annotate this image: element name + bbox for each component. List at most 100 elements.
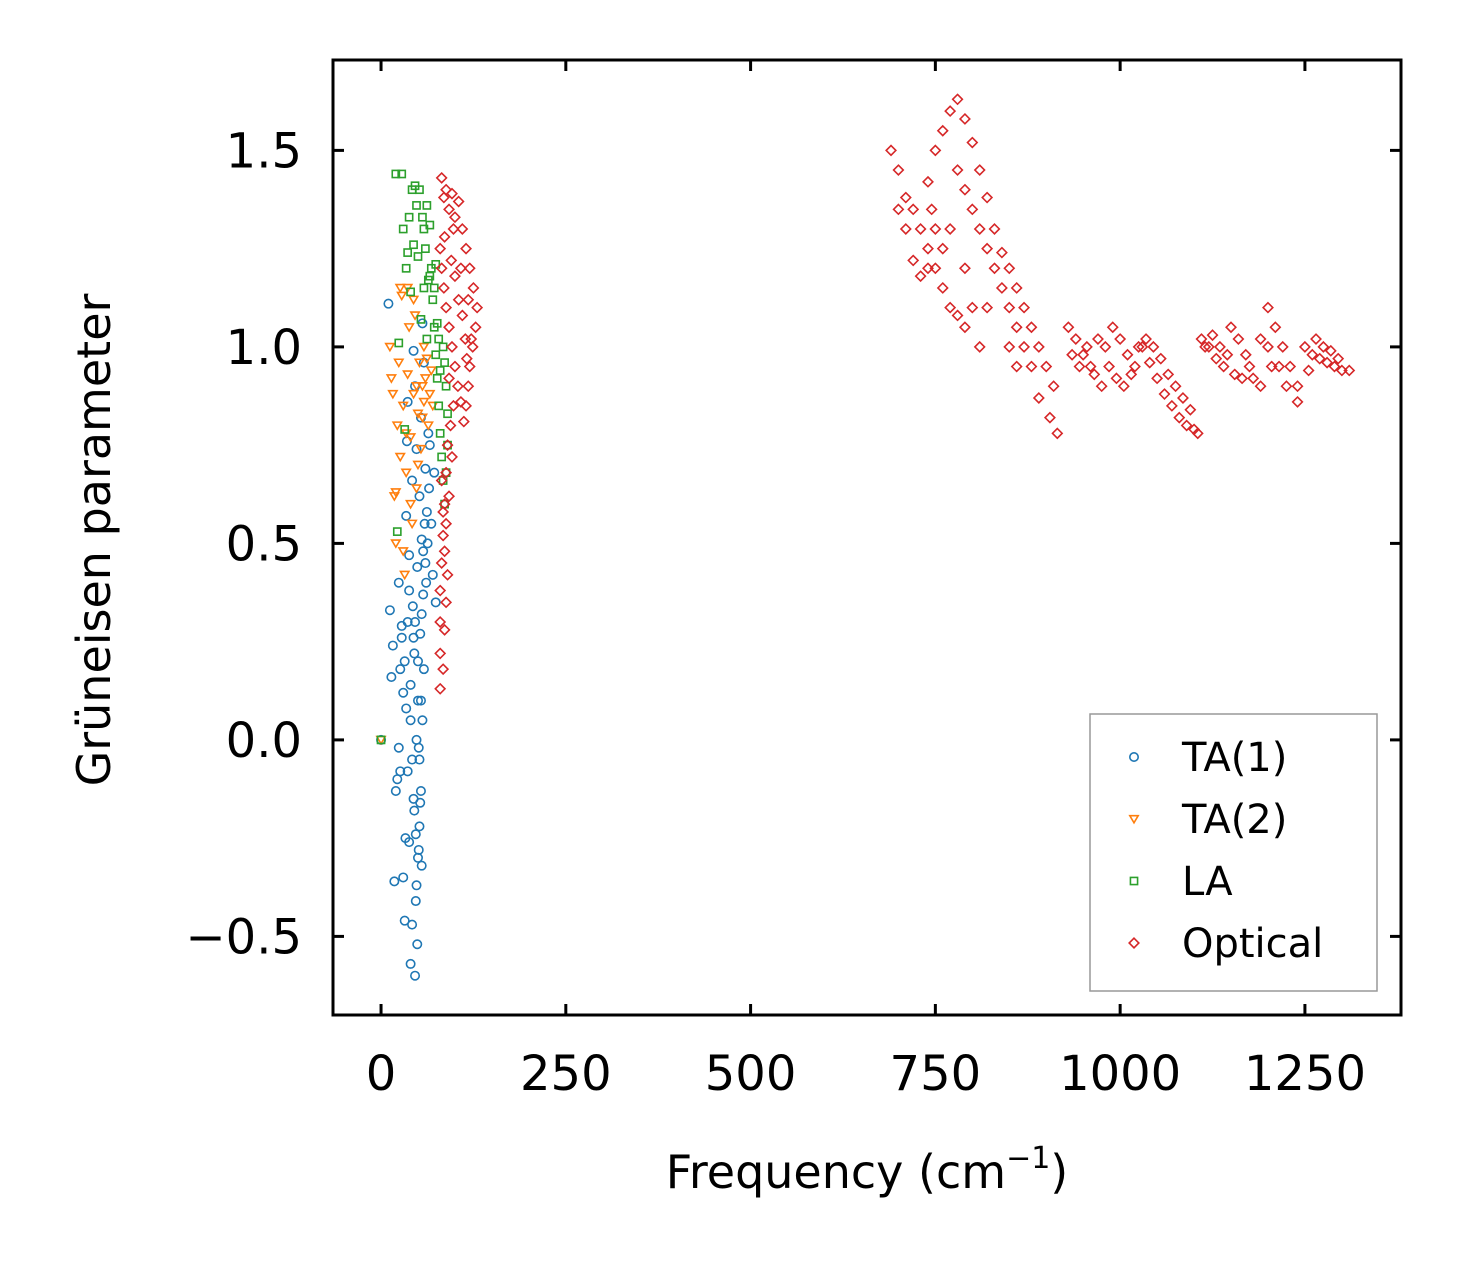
data-point: [958, 112, 971, 125]
data-point: [398, 872, 409, 883]
legend-items: TA(1) TA(2) LA Optical: [1128, 735, 1323, 967]
data-point: [981, 242, 994, 255]
legend-marker-circle-icon: [1129, 751, 1140, 762]
data-point: [1269, 321, 1282, 334]
data-point: [424, 483, 435, 494]
data-point: [393, 358, 405, 368]
data-point: [973, 164, 986, 177]
data-point: [405, 715, 416, 726]
x-tick-label: 750: [890, 1046, 982, 1102]
data-point: [413, 844, 424, 855]
data-point: [892, 164, 905, 177]
data-point: [407, 919, 418, 930]
legend-marker-square-icon: [1129, 876, 1139, 886]
data-point: [434, 616, 447, 628]
data-point: [457, 415, 470, 428]
data-point: [966, 203, 979, 216]
data-point: [1003, 301, 1016, 314]
data-point: [409, 240, 418, 250]
data-point: [451, 380, 464, 393]
data-point: [1010, 281, 1023, 294]
data-point: [416, 382, 429, 392]
data-point: [402, 616, 413, 627]
data-point: [413, 252, 423, 261]
data-point: [443, 321, 456, 334]
data-point: [438, 545, 451, 558]
data-point: [437, 452, 447, 462]
data-point: [411, 880, 422, 891]
data-point: [1154, 352, 1167, 365]
data-point: [435, 474, 448, 487]
data-point: [1018, 340, 1031, 353]
data-point: [384, 605, 395, 616]
data-point: [452, 195, 465, 208]
data-point: [418, 342, 430, 353]
data-point: [430, 597, 441, 608]
data-point: [438, 623, 451, 636]
data-point: [415, 785, 426, 796]
data-point: [443, 409, 452, 419]
y-tick-label: 1.5: [226, 123, 302, 179]
data-point: [401, 703, 412, 714]
data-point: [1262, 301, 1274, 314]
data-point: [1228, 368, 1241, 381]
data-point: [441, 568, 454, 581]
data-point: [415, 444, 427, 455]
data-point: [1066, 348, 1079, 361]
x-tick-label: 500: [705, 1046, 797, 1102]
data-point: [398, 224, 408, 234]
data-point: [1158, 388, 1171, 401]
data-point: [1018, 301, 1031, 314]
data-point: [988, 223, 1001, 235]
data-point: [393, 742, 404, 753]
data-point: [434, 242, 447, 255]
data-point: [1254, 333, 1267, 345]
data-point: [448, 360, 461, 373]
data-point: [391, 169, 401, 179]
data-point: [1321, 356, 1334, 369]
data-point: [1317, 340, 1330, 353]
data-point: [429, 283, 439, 293]
y-tick-label: 1.0: [226, 320, 302, 376]
data-point: [432, 318, 442, 328]
data-point: [387, 389, 399, 400]
y-tick-label: 0.0: [226, 713, 302, 769]
data-point: [1165, 399, 1178, 412]
data-point: [973, 340, 986, 353]
data-point: [391, 421, 403, 431]
data-point: [1140, 333, 1152, 345]
data-point: [425, 366, 437, 376]
data-point: [1247, 372, 1260, 385]
data-point: [1221, 348, 1234, 361]
data-point: [885, 144, 897, 157]
data-point: [437, 663, 450, 676]
data-point: [389, 876, 400, 887]
data-point: [1099, 340, 1112, 353]
data-point: [399, 915, 410, 926]
data-point: [1217, 360, 1230, 373]
data-point: [1210, 352, 1223, 365]
data-point: [437, 529, 450, 542]
data-point: [443, 203, 456, 216]
data-point: [415, 797, 426, 808]
points-layer: [375, 93, 1356, 981]
data-point: [1243, 360, 1256, 373]
data-point: [435, 171, 448, 184]
data-point: [412, 656, 423, 667]
data-point: [966, 301, 979, 314]
data-point: [405, 499, 417, 510]
data-point: [414, 754, 425, 765]
data-point: [1051, 427, 1064, 440]
data-point: [1143, 356, 1156, 369]
data-point: [409, 648, 420, 659]
data-point: [1239, 348, 1252, 361]
data-point: [413, 358, 426, 368]
data-point: [1302, 364, 1315, 377]
data-point: [396, 632, 407, 643]
data-point: [435, 557, 448, 570]
data-point: [1328, 360, 1341, 373]
data-point: [395, 664, 406, 675]
data-point: [454, 395, 467, 408]
data-point: [1080, 340, 1093, 353]
